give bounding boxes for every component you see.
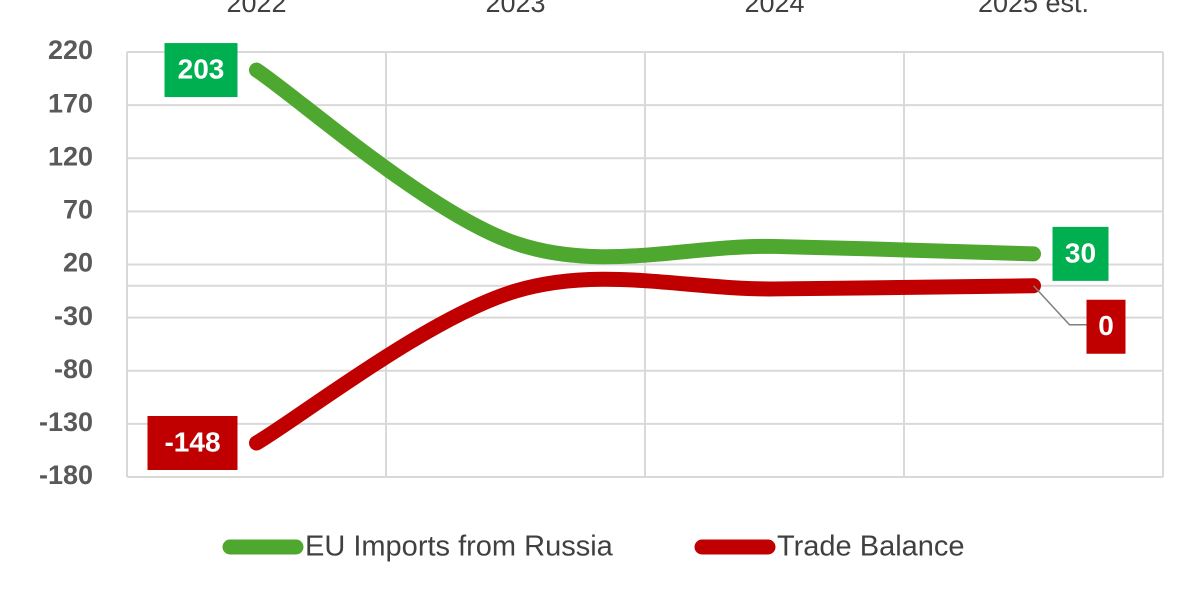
leader-line [1032,285,1087,326]
data-label: -148 [164,426,220,457]
y-tick-label: -30 [54,301,93,331]
x-tick-label: 2024 [744,0,804,18]
data-label-box [164,43,238,98]
y-tick-label: 70 [63,195,93,225]
y-tick-label: -130 [39,407,93,437]
data-label: 30 [1065,237,1096,268]
y-tick-label: -80 [54,354,93,384]
x-tick-label: 2022 [226,0,286,18]
legend-label: EU Imports from Russia [305,531,614,563]
y-tick-label: 120 [48,141,93,171]
y-tick-label: 220 [48,35,93,65]
data-label-box [1052,226,1109,281]
data-label: 0 [1098,310,1114,341]
y-tick-label: -180 [39,460,93,490]
data-label-box [147,416,238,470]
data-label-box [1086,299,1126,354]
data-label: 203 [178,53,225,84]
y-tick-label: 20 [63,248,93,278]
line-series [249,271,1041,451]
y-tick-label: 170 [48,88,93,118]
x-tick-label: 2023 [485,0,545,18]
x-tick-label: 2025 est. [978,0,1089,18]
legend-label: Trade Balance [777,531,965,563]
line-series [249,62,1041,265]
